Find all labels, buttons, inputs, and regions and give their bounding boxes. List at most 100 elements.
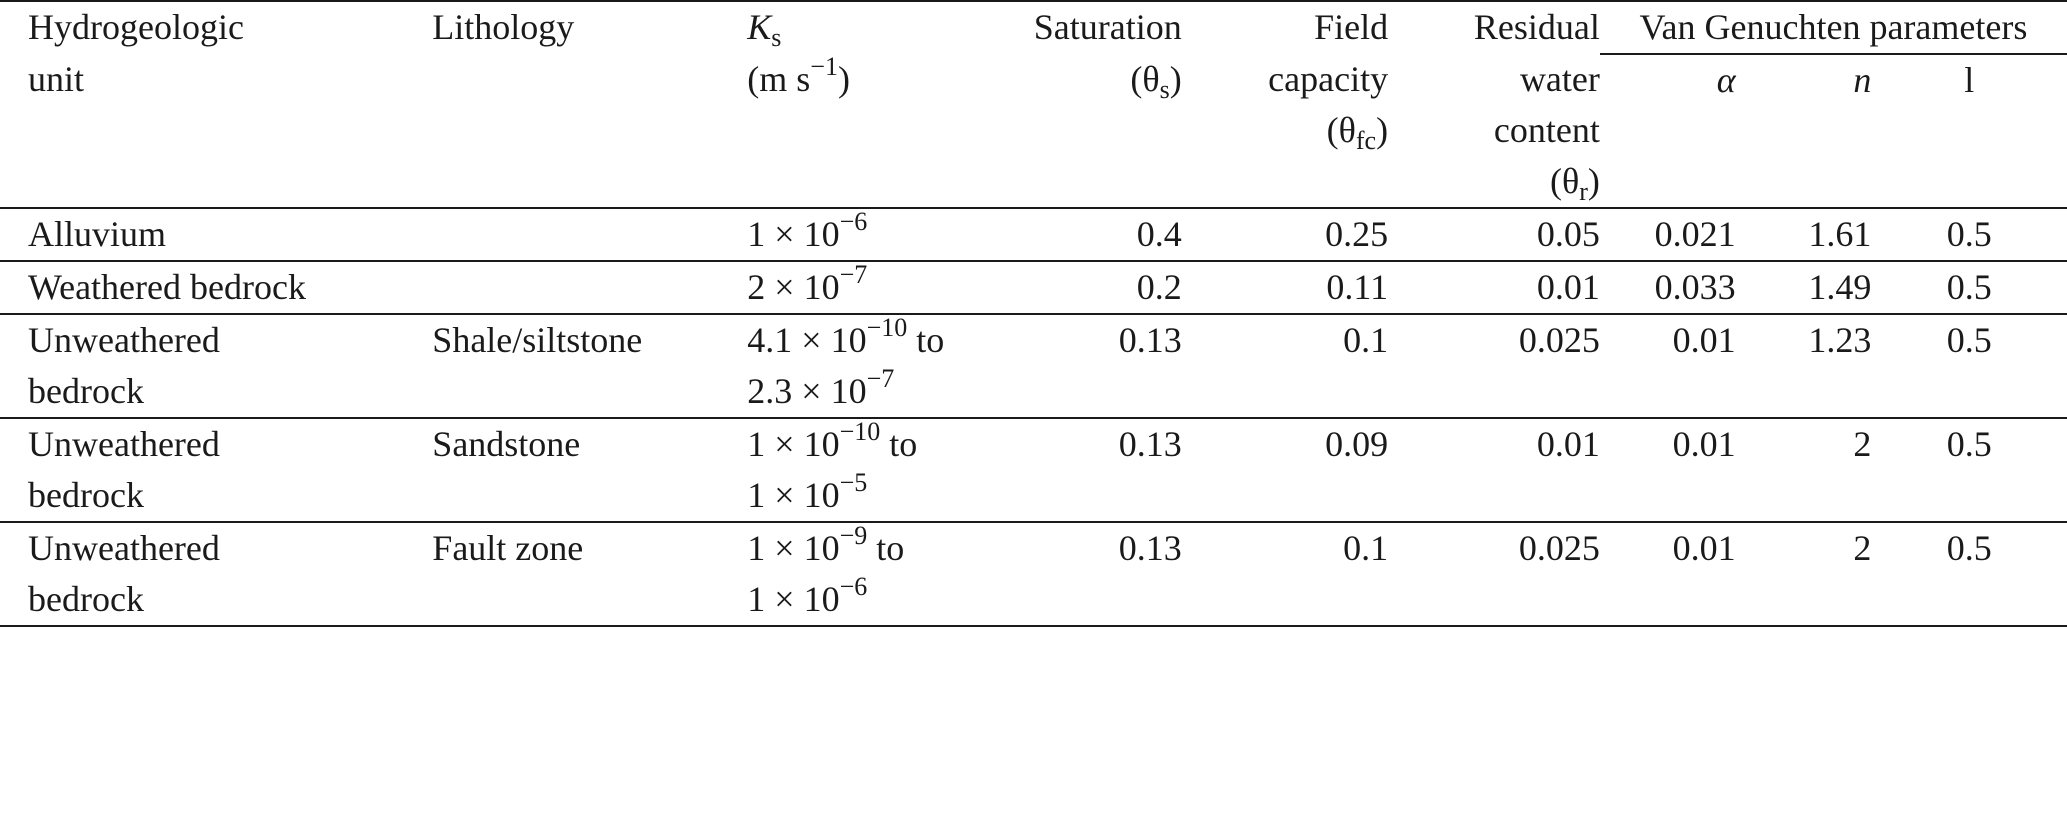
ks-mantissa: 4.1 × 10 xyxy=(747,320,867,360)
ks-exponent: −10 xyxy=(866,313,908,342)
header-unit-line1: Hydrogeologic xyxy=(0,0,433,54)
theta-s-close: ) xyxy=(1169,59,1182,99)
cell-saturation: 0.13 xyxy=(1007,313,1182,418)
cell-lithology: Sandstone xyxy=(432,417,748,522)
ks-mantissa-2: 1 × 10 xyxy=(747,475,840,515)
cell-unit: Unweathered bedrock xyxy=(0,521,433,627)
ks-line1: 1 × 10−6 xyxy=(747,209,1008,260)
ks-units-close: ) xyxy=(837,59,850,99)
ks-line2: 2.3 × 10−7 xyxy=(747,366,1008,417)
table-row: Weathered bedrock 2 × 10−7 0.2 0.11 0.01 0.03… xyxy=(0,260,2067,314)
header-row-1: Hydrogeologic Lithology Ks Saturation Fi… xyxy=(0,0,2067,55)
cell-field-capacity: 0.1 xyxy=(1181,313,1389,418)
ks-to: to xyxy=(880,424,918,464)
cell-unit: Unweathered bedrock xyxy=(0,417,433,522)
table-row: Alluvium 1 × 10−6 0.4 0.25 0.05 0.021 1.61 0.5 xyxy=(0,208,2067,261)
cell-lithology xyxy=(432,208,747,261)
header-field-capacity: capacity (θfc) xyxy=(1181,54,1389,209)
ks-line1: 1 × 10−9 to xyxy=(747,523,1008,574)
hydraulic-parameters-table: Hydrogeologic Lithology Ks Saturation Fi… xyxy=(0,0,2067,627)
unit-line2: bedrock xyxy=(28,371,144,411)
ks-mantissa: 1 × 10 xyxy=(747,424,840,464)
theta-fc-open: (θ xyxy=(1326,110,1356,150)
header-row-2: unit (m s−1) (θs) capacity (θfc) water c… xyxy=(0,52,2067,209)
cell-saturation: 0.2 xyxy=(1007,260,1182,314)
header-residual: Residual xyxy=(1388,0,1600,54)
cell-saturation: 0.13 xyxy=(1007,417,1182,522)
ks-symbol: K xyxy=(747,7,772,47)
cell-residual: 0.025 xyxy=(1388,313,1600,418)
unit-line1: Unweathered xyxy=(28,320,220,360)
ks-mantissa: 1 × 10 xyxy=(747,214,840,254)
unit-line2: bedrock xyxy=(28,475,144,515)
ks-exponent: −9 xyxy=(839,521,868,550)
header-l: l xyxy=(1871,54,2067,209)
theta-s-open: (θ xyxy=(1130,59,1160,99)
ks-mantissa: 2 × 10 xyxy=(747,267,840,307)
ks-mantissa: 1 × 10 xyxy=(747,528,840,568)
table-body: Alluvium 1 × 10−6 0.4 0.25 0.05 0.021 1.61 0.5 W… xyxy=(0,208,2067,627)
ks-units-open: (m s xyxy=(747,59,811,99)
cell-unit: Unweathered bedrock xyxy=(0,313,433,418)
header-theta-s: (θs) xyxy=(1007,54,1182,209)
cell-field-capacity: 0.25 xyxy=(1325,214,1389,254)
cell-alpha: 0.01 xyxy=(1599,313,1736,418)
header-lithology-blank xyxy=(432,54,748,209)
cell-alpha: 0.01 xyxy=(1599,521,1736,627)
cell-n: 1.61 xyxy=(1808,214,1872,254)
cell-saturation: 0.13 xyxy=(1007,521,1182,627)
theta-s-sub: s xyxy=(1159,75,1170,104)
theta-fc-close: ) xyxy=(1376,110,1389,150)
ks-line1: 4.1 × 10−10 to xyxy=(747,315,1008,366)
ks-subscript: s xyxy=(771,23,782,52)
header-field: Field xyxy=(1181,0,1389,54)
ks-to: to xyxy=(867,528,905,568)
unit-line2: bedrock xyxy=(28,579,144,619)
cell-field-capacity: 0.1 xyxy=(1181,521,1389,627)
theta-fc: (θfc) xyxy=(1182,105,1388,156)
theta-fc-sub: fc xyxy=(1355,126,1377,155)
cell-field-capacity: 0.11 xyxy=(1181,260,1389,314)
ks-exponent-2: −6 xyxy=(839,572,868,601)
ks-exponent: −10 xyxy=(839,417,881,446)
cell-lithology: Shale/siltstone xyxy=(432,313,748,418)
ks-line1: 1 × 10−10 to xyxy=(747,419,1008,470)
cell-l: 0.5 xyxy=(1871,313,2067,418)
cell-l: 0.5 xyxy=(1871,521,2067,627)
cell-l: 0.5 xyxy=(1946,214,1992,254)
cell-lithology: Fault zone xyxy=(432,521,748,627)
cell-lithology xyxy=(432,260,748,314)
cell-n: 1.49 xyxy=(1735,260,1872,314)
ks-exponent-2: −7 xyxy=(866,364,895,393)
res-line2: water xyxy=(1519,59,1600,99)
ks-exponent: −6 xyxy=(839,207,868,236)
ks-units-exp: −1 xyxy=(810,52,838,81)
cell-alpha: 0.033 xyxy=(1599,260,1736,314)
cell-ks: 2 × 10−7 xyxy=(747,260,1008,314)
theta-r-open: (θ xyxy=(1549,161,1580,201)
cell-n: 1.23 xyxy=(1735,313,1872,418)
unit-line1: Unweathered xyxy=(28,528,220,568)
unit-line1: Weathered bedrock xyxy=(28,267,306,307)
cell-unit: Alluvium xyxy=(0,208,432,261)
header-ks-units: (m s−1) xyxy=(747,52,1008,209)
ks-line2: 1 × 10−5 xyxy=(747,470,1008,521)
header-van-genuchten-group: Van Genuchten parameters xyxy=(1599,0,2067,55)
unit-line1: Unweathered xyxy=(28,424,220,464)
cell-ks: 1 × 10−10 to 1 × 10−5 xyxy=(747,417,1008,522)
header-alpha: α xyxy=(1599,54,1736,209)
cell-l: 0.5 xyxy=(1871,417,2067,522)
header-residual-water-content: water content (θr) xyxy=(1388,54,1600,209)
cell-ks: 1 × 10−9 to 1 × 10 −6 xyxy=(747,521,1008,627)
ks-exponent: −7 xyxy=(839,260,868,289)
cell-n: 2 xyxy=(1735,521,1872,627)
cell-ks: 1 × 10−6 xyxy=(747,208,1008,261)
unit-line1: Alluvium xyxy=(28,214,167,254)
table-row: Unweathered bedrock Fault zone 1 × 10−9 to 1… xyxy=(0,521,2067,627)
cell-l: 0.5 xyxy=(1871,260,2067,314)
ks-to: to xyxy=(907,320,945,360)
ks-exponent-2: −5 xyxy=(839,468,868,497)
theta-r-close: ) xyxy=(1587,161,1600,201)
header-saturation: Saturation xyxy=(1007,0,1182,54)
